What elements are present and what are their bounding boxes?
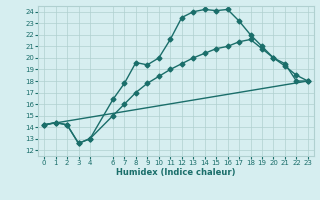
X-axis label: Humidex (Indice chaleur): Humidex (Indice chaleur) (116, 168, 236, 177)
